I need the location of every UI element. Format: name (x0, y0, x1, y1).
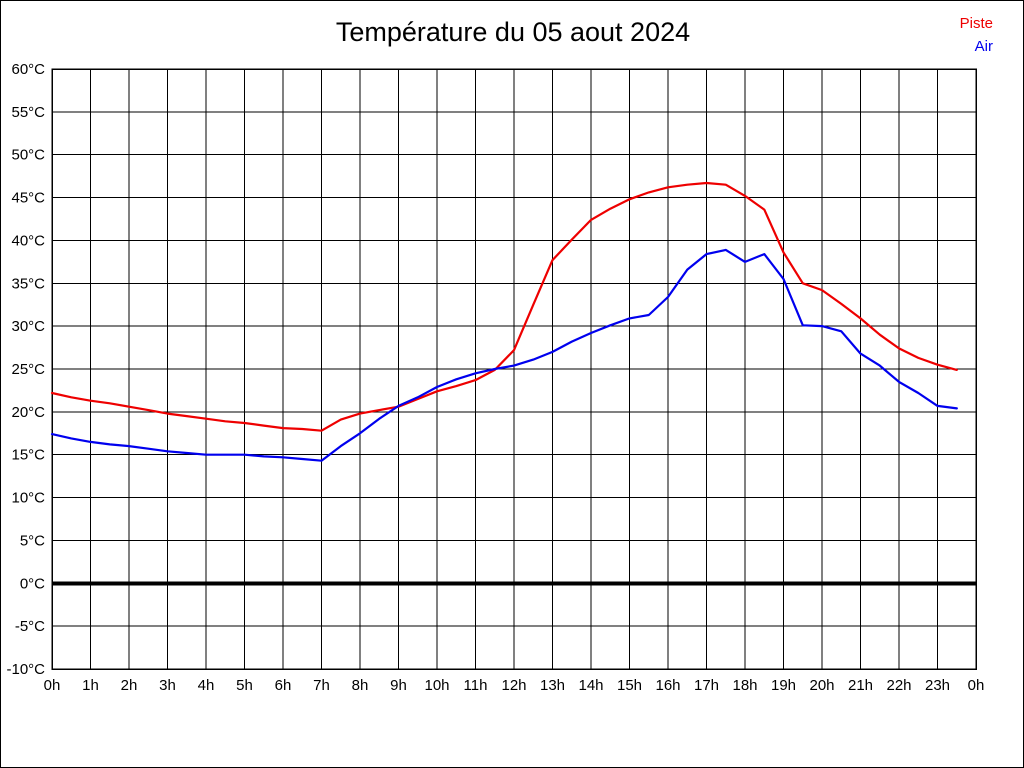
x-tick-label: 8h (352, 677, 369, 694)
x-tick-label: 3h (159, 677, 176, 694)
series-line-piste (50, 181, 958, 432)
y-tick-label: -10°C (6, 661, 45, 678)
y-tick-label: 30°C (11, 318, 45, 335)
y-tick-label: 25°C (11, 361, 45, 378)
x-tick-label: 0h (968, 677, 985, 694)
y-tick-label: 15°C (11, 447, 45, 464)
x-tick-label: 11h (464, 677, 488, 694)
x-tick-label: 9h (390, 677, 407, 694)
x-tick-label: 16h (655, 677, 680, 694)
x-tick-label: 10h (424, 677, 449, 694)
x-tick-label: 1h (82, 677, 99, 694)
plot-border (51, 68, 977, 670)
y-tick-label: 45°C (11, 190, 45, 207)
y-tick-label: -5°C (15, 618, 45, 635)
x-tick-label: 19h (771, 677, 796, 694)
y-tick-label: 20°C (11, 404, 45, 421)
x-tick-label: 12h (501, 677, 526, 694)
y-tick-label: 55°C (11, 104, 45, 121)
y-tick-label: 10°C (11, 490, 45, 507)
chart-legend: Piste Air (960, 12, 993, 58)
legend-label-piste: Piste (959, 15, 993, 32)
x-tick-label: 14h (578, 677, 603, 694)
y-tick-label: 0°C (20, 575, 45, 592)
x-tick-label: 22h (886, 677, 911, 694)
y-tick-label: 5°C (20, 532, 45, 549)
x-tick-label: 5h (236, 677, 253, 694)
x-tick-label: 2h (121, 677, 138, 694)
x-tick-label: 6h (275, 677, 292, 694)
x-tick-label: 23h (925, 677, 950, 694)
x-tick-label: 0h (44, 677, 61, 694)
x-tick-label: 17h (694, 677, 719, 694)
series-line-air (50, 248, 958, 462)
y-tick-label: 50°C (11, 147, 45, 164)
x-tick-label: 4h (198, 677, 215, 694)
x-tick-label: 13h (540, 677, 565, 694)
x-tick-label: 18h (732, 677, 757, 694)
chart-title: Température du 05 aout 2024 (335, 17, 691, 47)
x-tick-label: 21h (848, 677, 873, 694)
x-tick-label: 7h (313, 677, 330, 694)
y-tick-label: 35°C (11, 275, 45, 292)
y-tick-label: 40°C (11, 232, 45, 249)
y-tick-label: 60°C (11, 61, 45, 78)
legend-label-air: Air (974, 38, 993, 55)
x-tick-label: 15h (617, 677, 642, 694)
x-tick-label: 20h (809, 677, 834, 694)
